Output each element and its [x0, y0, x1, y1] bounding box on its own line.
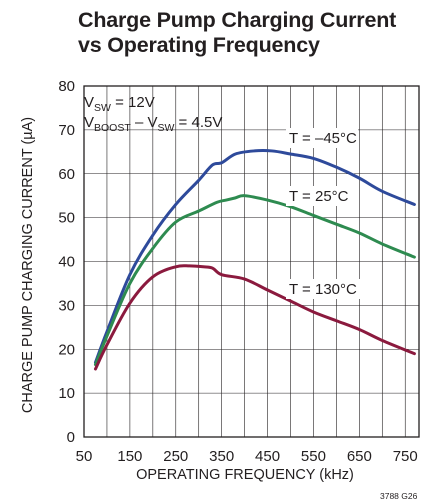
x-tick-label: 150 [117, 448, 142, 465]
y-tick-label: 80 [58, 78, 75, 95]
label-bg-t130 [286, 279, 364, 299]
chart-title: Charge Pump Charging Current vs Operatin… [78, 8, 396, 58]
y-tick-label: 30 [58, 297, 75, 314]
annotation-vboost: VBOOST – VSW = 4.5V [84, 114, 222, 134]
chart-title-line-2: vs Operating Frequency [78, 33, 320, 57]
x-tick-label: 750 [393, 448, 418, 465]
y-tick-label: 40 [58, 254, 75, 271]
x-tick-label: 450 [255, 448, 280, 465]
x-tick-label: 50 [76, 448, 93, 465]
series-line-2 [93, 264, 416, 371]
x-tick-label: 550 [301, 448, 326, 465]
tick-labels: 50 150 250 350 450 550 650 750 0 10 20 30 40 50 60 70 80 [58, 78, 417, 465]
y-tick-label: 0 [67, 429, 75, 446]
label-bg-t25 [286, 186, 354, 206]
y-tick-label: 20 [58, 341, 75, 358]
series-line-1 [93, 194, 416, 367]
y-tick-label: 10 [58, 385, 75, 402]
series-lines [93, 149, 416, 371]
annotation-vsw: VSW = 12V [84, 94, 155, 114]
x-tick-label: 250 [163, 448, 188, 465]
x-tick-label: 350 [209, 448, 234, 465]
y-tick-label: 50 [58, 210, 75, 227]
series-label-t25: T = 25°C [289, 188, 349, 205]
label-bg-t45 [286, 128, 358, 148]
chart-title-line-1: Charge Pump Charging Current [78, 8, 397, 32]
series-label-t45: T = –45°C [289, 130, 357, 147]
y-tick-label: 60 [58, 166, 75, 183]
x-tick-label: 650 [347, 448, 372, 465]
plot-frame [83, 85, 420, 438]
y-axis-label: CHARGE PUMP CHARGING CURRENT (µA) [20, 117, 36, 413]
series-line-0 [93, 149, 416, 364]
grid [84, 86, 419, 437]
figure-id: 3788 G26 [380, 491, 418, 501]
y-tick-label: 70 [58, 122, 75, 139]
x-axis-label: OPERATING FREQUENCY (kHz) [136, 467, 354, 483]
series-label-t130: T = 130°C [289, 281, 357, 298]
